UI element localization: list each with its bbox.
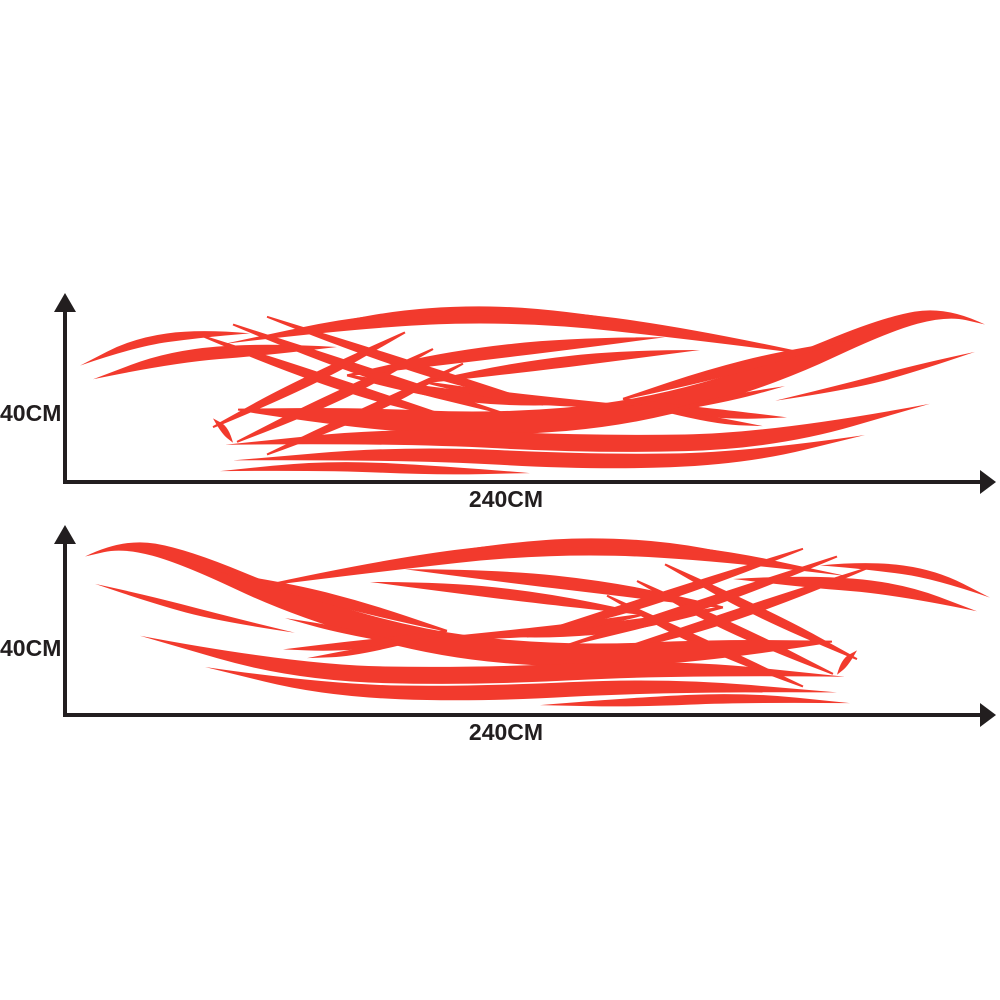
up-arrow-icon bbox=[54, 525, 76, 544]
vertical-axis-line bbox=[63, 540, 67, 717]
width-label: 240CM bbox=[468, 486, 544, 512]
red-tribal-swirl-decal-icon bbox=[80, 306, 985, 475]
tribal-decal-graphic-top bbox=[75, 305, 995, 477]
width-label: 240CM bbox=[468, 719, 544, 745]
right-arrow-icon bbox=[980, 470, 996, 494]
horizontal-axis-line bbox=[63, 713, 981, 717]
vertical-axis-line bbox=[63, 308, 67, 484]
tribal-decal-graphic-bottom bbox=[75, 537, 995, 709]
right-arrow-icon bbox=[980, 703, 996, 727]
horizontal-axis-line bbox=[63, 480, 981, 484]
height-label: 40CM bbox=[0, 400, 62, 426]
red-tribal-swirl-decal-mirrored-icon bbox=[85, 538, 990, 707]
up-arrow-icon bbox=[54, 293, 76, 312]
height-label: 40CM bbox=[0, 635, 62, 661]
